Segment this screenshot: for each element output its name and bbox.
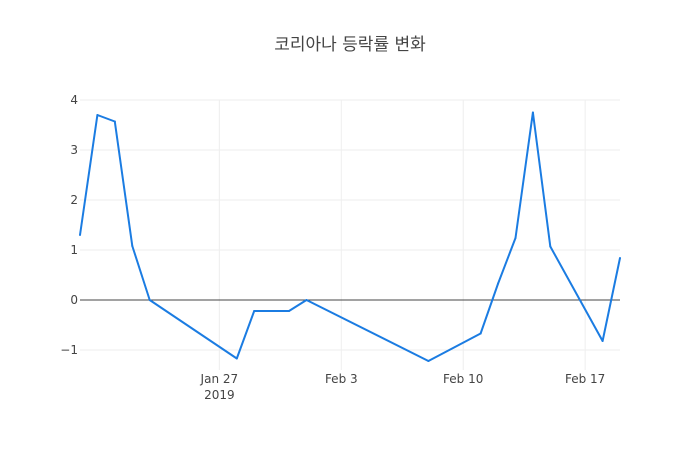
x-tick-label: Jan 27 bbox=[200, 372, 239, 386]
y-tick-label: −1 bbox=[60, 343, 78, 357]
gridlines bbox=[80, 99, 620, 370]
x-tick-sublabel: 2019 bbox=[204, 388, 235, 402]
data-point bbox=[96, 114, 99, 116]
data-point bbox=[148, 299, 151, 301]
data-point bbox=[253, 310, 256, 312]
y-tick-label: 0 bbox=[70, 293, 78, 307]
y-tick-label: 4 bbox=[70, 93, 78, 107]
data-point bbox=[79, 234, 81, 236]
x-tick-label: Feb 17 bbox=[565, 372, 605, 386]
x-tick-label: Feb 3 bbox=[325, 372, 358, 386]
y-tick-label: 2 bbox=[70, 193, 78, 207]
chart-title: 코리아나 등락률 변화 bbox=[274, 35, 426, 55]
y-tick-label: 1 bbox=[70, 243, 78, 257]
data-point bbox=[619, 257, 621, 259]
data-point bbox=[305, 299, 308, 301]
axes: Jan 27 2019 Feb 3 Feb 10 Feb 17 4 3 2 1 0 −1 bbox=[60, 93, 605, 402]
data-point bbox=[514, 237, 517, 239]
x-tick-label: Feb 10 bbox=[443, 372, 483, 386]
data-point bbox=[288, 310, 291, 312]
data-point bbox=[235, 357, 238, 360]
data-point bbox=[131, 245, 134, 247]
data-point bbox=[497, 282, 500, 285]
data-point bbox=[479, 332, 482, 335]
data-point bbox=[427, 360, 430, 362]
data-point bbox=[601, 340, 604, 342]
data-point bbox=[531, 111, 534, 114]
y-tick-label: 3 bbox=[70, 143, 78, 157]
data-point bbox=[549, 245, 552, 248]
data-point bbox=[113, 120, 116, 123]
series-layer bbox=[79, 111, 621, 362]
